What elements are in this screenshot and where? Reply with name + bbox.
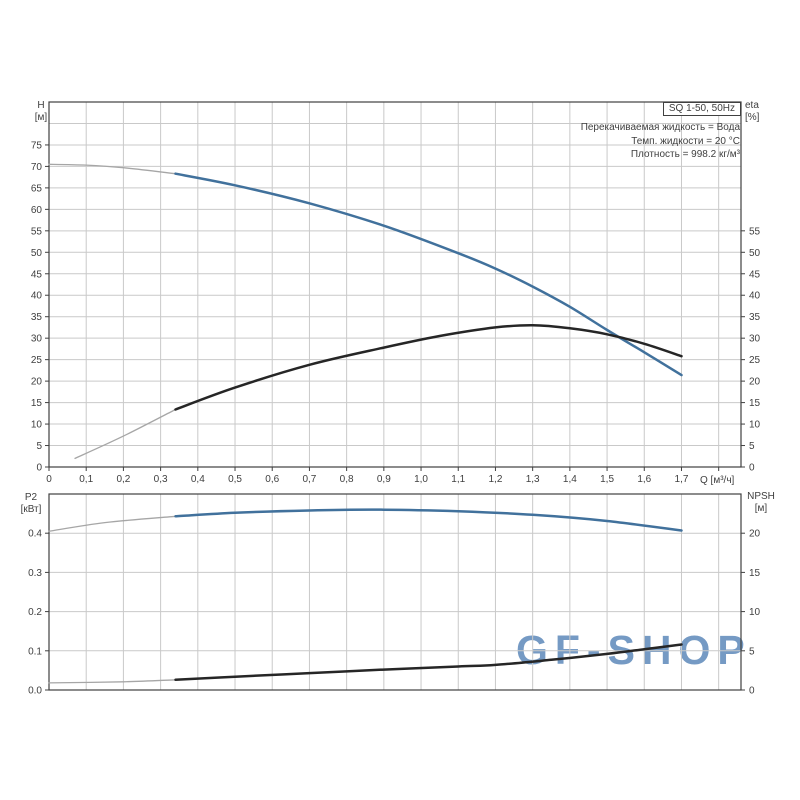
fluid-annotation: Перекачиваемая жидкость = Вода Темп. жид… (581, 121, 740, 162)
right-axis-tick-label: 55 (749, 226, 761, 237)
x-axis-tick-label: 1,0 (414, 474, 428, 485)
p2-curve-thin-segment (48, 515, 177, 532)
x-axis-tick-label: 1,3 (526, 474, 540, 485)
annotation-line-density: Плотность = 998.2 кг/м³ (630, 149, 740, 160)
left-axis-tick-label: 60 (31, 205, 43, 216)
right-axis-tick-label: 20 (749, 529, 761, 540)
left-axis-tick-label: 70 (31, 162, 43, 173)
hq-eta-chart: 0 5 10 15 20 25 30 35 40 45 50 55 60 65 70 75 0 5 10 15 20 25… (31, 101, 761, 485)
x-axis-tick-label: 1,7 (675, 474, 689, 485)
left-axis-tick-label: 15 (31, 398, 43, 409)
left-axis-tick-label: 10 (31, 420, 43, 431)
left-axis-tick-label: 55 (31, 226, 43, 237)
y-axis-title-npsh: NPSH [м] (740, 491, 782, 515)
x-axis-tick-label: 0,2 (116, 474, 130, 485)
right-axis-tick-label: 5 (749, 441, 755, 452)
pump-model-title-box: SQ 1-50, 50Hz (662, 102, 741, 116)
left-axis-tick-label: 0 (36, 463, 42, 474)
left-axis-tick-label: 0.1 (28, 646, 42, 657)
left-axis-tick-label: 25 (31, 355, 43, 366)
npsh-curve-thin-segment (48, 679, 177, 684)
y-axis-title-npsh-symbol: NPSH (747, 491, 775, 502)
x-axis-tick-label: 0,3 (154, 474, 168, 485)
p2-npsh-chart: 0.0 0.1 0.2 0.3 0.4 0 5 10 15 20 (28, 493, 761, 697)
left-axis-tick-label: 20 (31, 377, 43, 388)
y-axis-title-eta: eta [%] (745, 100, 785, 124)
left-axis-tick-label: 0.0 (28, 686, 42, 697)
x-axis-tick-label: 1,1 (451, 474, 465, 485)
annotation-line-temperature: Темп. жидкости = 20 °C (631, 135, 740, 147)
npsh-curve (174, 643, 683, 682)
y-axis-title-p2-unit: [кВт] (20, 504, 42, 515)
x-axis-tick-label: 0 (46, 474, 52, 485)
left-axis-tick-label: 65 (31, 183, 43, 194)
right-axis-tick-label: 35 (749, 312, 761, 323)
left-axis-tick-label: 30 (31, 334, 43, 345)
right-axis-tick-label: 25 (749, 355, 761, 366)
right-axis-tick-label: 10 (749, 420, 761, 431)
right-axis-tick-label: 0 (749, 686, 755, 697)
y-axis-title-npsh-unit: [м] (754, 503, 768, 514)
eta-curve (174, 324, 683, 411)
left-axis-tick-label: 75 (31, 140, 43, 151)
right-axis-tick-label: 40 (749, 291, 761, 302)
x-axis-tick-label: 1,5 (600, 474, 614, 485)
x-axis-tick-label: 0,4 (191, 474, 205, 485)
pump-model-label: SQ 1-50, 50Hz (668, 103, 735, 114)
x-axis-tick-label: 1,6 (637, 474, 651, 485)
right-axis-tick-label: 20 (749, 377, 761, 388)
right-axis-tick-label: 10 (749, 607, 761, 618)
x-axis-tick-label: 0,5 (228, 474, 242, 485)
x-axis-tick-label: 1,2 (488, 474, 502, 485)
left-axis-tick-label: 5 (36, 441, 42, 452)
x-axis-title-flow: Q [м³/ч] (700, 475, 735, 486)
x-axis-tick-label: 0,7 (302, 474, 316, 485)
y-axis-title-eta-symbol: eta (745, 100, 759, 111)
right-axis-tick-label: 30 (749, 334, 761, 345)
plot-border (48, 101, 742, 468)
p2-curve (174, 508, 683, 532)
right-axis-tick-label: 0 (749, 463, 755, 474)
y-axis-title-head-symbol: H (37, 100, 45, 111)
x-axis-tick-label: 0,8 (340, 474, 354, 485)
x-axis-tick-label: 0,1 (79, 474, 93, 485)
x-axis-tick-label: 0,6 (265, 474, 279, 485)
y-axis-title-head: H [м] (26, 100, 56, 124)
eta-curve-thin-segment (74, 408, 177, 460)
plot-border (48, 493, 742, 691)
left-axis-tick-label: 45 (31, 269, 43, 280)
head-curve (174, 172, 683, 377)
head-curve-thin-segment (48, 163, 177, 175)
x-axis-tick-label: 1,4 (563, 474, 577, 485)
right-axis-tick-label: 15 (749, 568, 761, 579)
annotation-line-fluid: Перекачиваемая жидкость = Вода (580, 122, 740, 133)
y-axis-title-p2: P2 [кВт] (12, 492, 50, 516)
left-axis-tick-label: 50 (31, 248, 43, 259)
left-axis-tick-label: 0.4 (28, 529, 42, 540)
y-axis-title-head-unit: [м] (34, 112, 48, 123)
left-axis-tick-label: 0.2 (28, 607, 42, 618)
right-axis-tick-label: 50 (749, 248, 761, 259)
right-axis-tick-label: 5 (749, 646, 755, 657)
right-axis-tick-label: 15 (749, 398, 761, 409)
right-axis-tick-label: 45 (749, 269, 761, 280)
left-axis-tick-label: 35 (31, 312, 43, 323)
y-axis-title-p2-symbol: P2 (24, 492, 38, 503)
left-axis-tick-label: 40 (31, 291, 43, 302)
x-axis-tick-label: 0,9 (377, 474, 391, 485)
left-axis-tick-label: 0.3 (28, 568, 42, 579)
y-axis-title-eta-unit: [%] (745, 112, 760, 123)
